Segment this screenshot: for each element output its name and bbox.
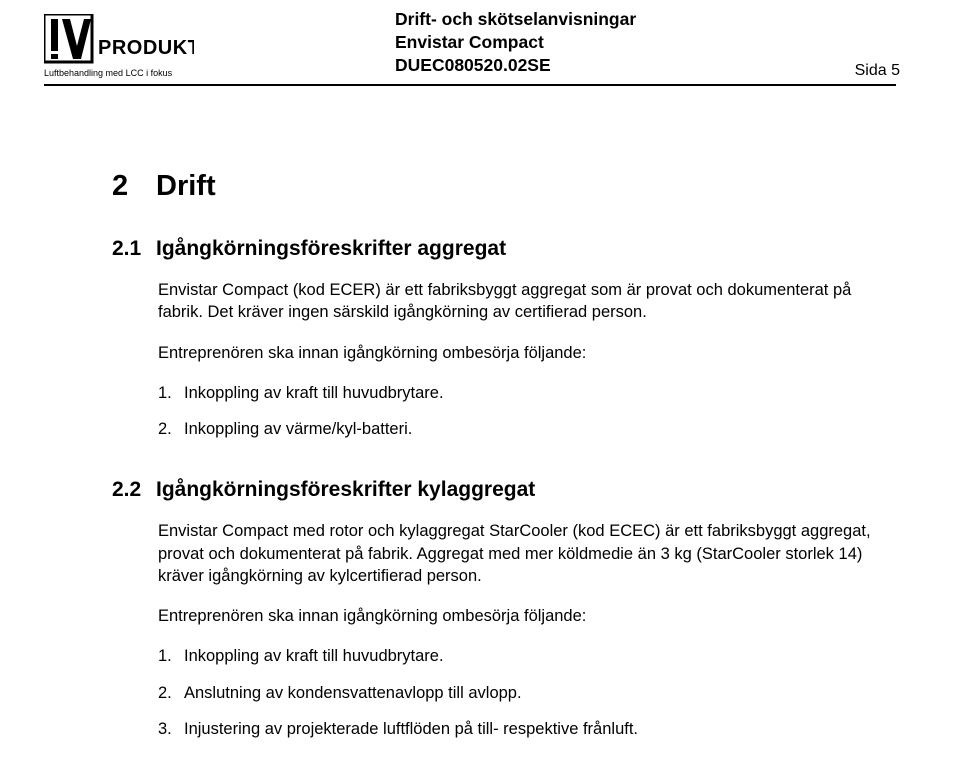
company-logo: PRODUKT Luftbehandling med LCC i fokus <box>44 14 204 78</box>
list-marker: 1. <box>158 645 184 667</box>
heading-2: 2.1Igångkörningsföreskrifter aggregat <box>112 237 900 261</box>
heading-2: 2.2Igångkörningsföreskrifter kylaggregat <box>112 478 900 502</box>
page-content: 2Drift 2.1Igångkörningsföreskrifter aggr… <box>0 120 960 740</box>
list-text: Anslutning av kondensvattenavlopp till a… <box>184 682 900 704</box>
list-item: 3. Injustering av projekterade luftflöde… <box>158 718 900 740</box>
logo-svg: PRODUKT <box>44 14 194 64</box>
section-gap <box>112 454 900 468</box>
h2-number: 2.2 <box>112 478 156 502</box>
page-header: PRODUKT Luftbehandling med LCC i fokus D… <box>0 0 960 120</box>
paragraph: Envistar Compact med rotor och kylaggreg… <box>158 520 900 587</box>
list-text: Inkoppling av kraft till huvudbrytare. <box>184 645 900 667</box>
paragraph: Entreprenören ska innan igångkörning omb… <box>158 342 900 364</box>
list-text: Inkoppling av kraft till huvudbrytare. <box>184 382 900 404</box>
h2-text: Igångkörningsföreskrifter aggregat <box>156 237 506 260</box>
section-body: Envistar Compact (kod ECER) är ett fabri… <box>158 279 900 440</box>
svg-text:PRODUKT: PRODUKT <box>98 37 194 59</box>
h1-text: Drift <box>156 170 216 202</box>
list-item: 1. Inkoppling av kraft till huvudbrytare… <box>158 645 900 667</box>
list-marker: 2. <box>158 418 184 440</box>
list-marker: 2. <box>158 682 184 704</box>
list-text: Injustering av projekterade luftflöden p… <box>184 718 900 740</box>
section-body: Envistar Compact med rotor och kylaggreg… <box>158 520 900 740</box>
header-divider <box>44 84 896 86</box>
page-number: Sida 5 <box>855 62 900 80</box>
heading-1: 2Drift <box>112 170 900 203</box>
list-text: Inkoppling av värme/kyl-batteri. <box>184 418 900 440</box>
list-item: 1. Inkoppling av kraft till huvudbrytare… <box>158 382 900 404</box>
list-item: 2. Anslutning av kondensvattenavlopp til… <box>158 682 900 704</box>
paragraph: Envistar Compact (kod ECER) är ett fabri… <box>158 279 900 324</box>
header-line-2: Envistar Compact <box>395 31 636 54</box>
h2-text: Igångkörningsföreskrifter kylaggregat <box>156 478 535 501</box>
document-page: PRODUKT Luftbehandling med LCC i fokus D… <box>0 0 960 759</box>
logo-tagline: Luftbehandling med LCC i fokus <box>44 68 204 78</box>
header-line-1: Drift- och skötselanvisningar <box>395 8 636 31</box>
h2-number: 2.1 <box>112 237 156 261</box>
header-title-block: Drift- och skötselanvisningar Envistar C… <box>395 8 636 76</box>
list-item: 2. Inkoppling av värme/kyl-batteri. <box>158 418 900 440</box>
list-marker: 3. <box>158 718 184 740</box>
header-line-3: DUEC080520.02SE <box>395 54 636 77</box>
list-marker: 1. <box>158 382 184 404</box>
paragraph: Entreprenören ska innan igångkörning omb… <box>158 605 900 627</box>
h1-number: 2 <box>112 170 156 203</box>
